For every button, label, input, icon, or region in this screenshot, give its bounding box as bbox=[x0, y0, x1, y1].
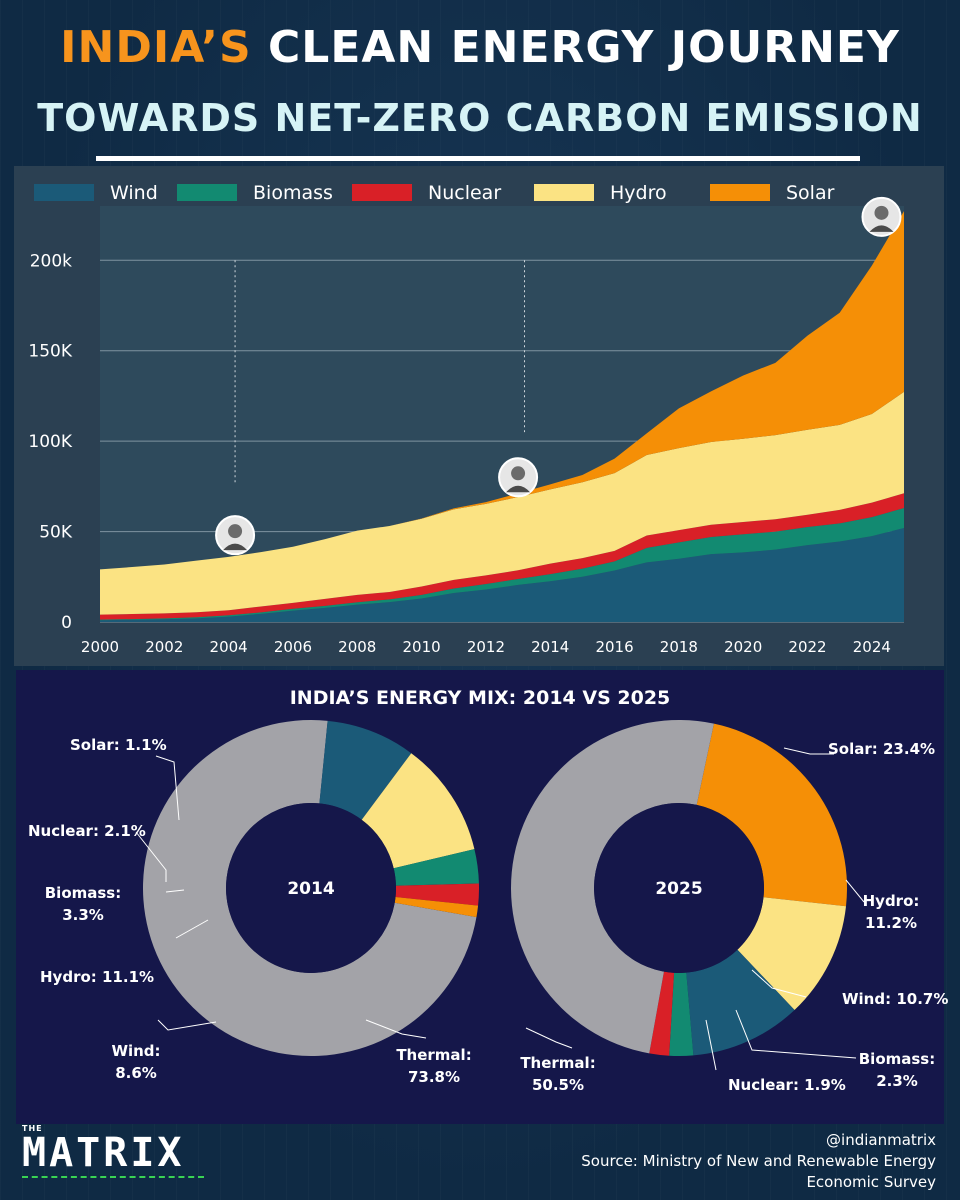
x-tick-label: 2010 bbox=[403, 638, 441, 656]
leader-line bbox=[705, 1019, 717, 1071]
slice-2025-hydro bbox=[737, 897, 847, 1010]
y-tick-label: 50K bbox=[39, 523, 73, 543]
leader-line bbox=[845, 879, 865, 903]
legend-label-solar: Solar bbox=[786, 182, 835, 204]
leader-line bbox=[165, 889, 185, 893]
brand-underline bbox=[22, 1176, 204, 1178]
slice-label-2025-nuclear: Nuclear: 1.9% bbox=[728, 1076, 846, 1094]
leader-line bbox=[751, 969, 807, 998]
credit-handle: @indianmatrix bbox=[826, 1131, 936, 1149]
donut-hole bbox=[226, 803, 396, 973]
slice-label-2014-nuclear: Nuclear: 2.1% bbox=[28, 822, 146, 840]
x-tick-label: 2016 bbox=[595, 638, 633, 656]
x-tick-label: 2006 bbox=[274, 638, 312, 656]
brand-small: THE bbox=[22, 1124, 43, 1133]
area-wind bbox=[100, 527, 904, 622]
slice-2014-wind bbox=[319, 720, 412, 820]
slice-2014-solar bbox=[394, 896, 479, 918]
donut-center-label: 2025 bbox=[655, 879, 702, 899]
slice-2014-hydro bbox=[361, 753, 475, 869]
x-tick-label: 2012 bbox=[467, 638, 505, 656]
legend-swatch-solar bbox=[710, 184, 770, 201]
slice-label-2025-wind: Wind: 10.7% bbox=[842, 990, 949, 1008]
x-tick-label: 2004 bbox=[210, 638, 248, 656]
portrait-avatar bbox=[215, 515, 256, 556]
leader-line bbox=[135, 831, 167, 882]
leader-line bbox=[157, 1019, 217, 1031]
legend-swatch-biomass bbox=[177, 184, 237, 201]
leader-line bbox=[783, 747, 834, 755]
credits: @indianmatrix Source: Ministry of New an… bbox=[581, 1130, 936, 1193]
leader-line bbox=[175, 919, 209, 939]
donut-section-title: INDIA’S ENERGY MIX: 2014 VS 2025 bbox=[290, 687, 671, 709]
page-title: INDIA’S CLEAN ENERGY JOURNEY bbox=[0, 22, 960, 73]
y-tick-label: 200k bbox=[30, 251, 72, 271]
legend-label-nuclear: Nuclear bbox=[428, 182, 501, 204]
slice-label-2025-solar: Solar: 23.4% bbox=[828, 740, 936, 758]
legend-swatch-nuclear bbox=[352, 184, 412, 201]
slice-2014-biomass bbox=[393, 849, 479, 886]
donut-hole bbox=[594, 803, 764, 973]
slice-label-2014-wind: Wind: 8.6% bbox=[111, 1042, 161, 1082]
legend-label-hydro: Hydro bbox=[610, 182, 667, 204]
legend-swatch-wind bbox=[34, 184, 94, 201]
brand-name: MATRIX bbox=[22, 1130, 185, 1176]
slice-2025-nuclear bbox=[649, 971, 675, 1056]
area-solar bbox=[100, 211, 904, 570]
slice-label-2014-solar: Solar: 1.1% bbox=[70, 736, 167, 754]
portrait-avatar bbox=[861, 196, 902, 237]
x-tick-label: 2022 bbox=[788, 638, 826, 656]
leader-line bbox=[525, 1027, 573, 1049]
slice-2025-thermal bbox=[510, 719, 714, 1054]
title-accent: INDIA’S bbox=[60, 22, 252, 73]
page-subtitle: TOWARDS NET-ZERO CARBON EMISSION bbox=[37, 96, 923, 140]
stacked-area-chart: 0 50K 100K 150K 200k 2000 2002 2004 2006 2008 2010… bbox=[28, 182, 904, 656]
slice-2014-thermal bbox=[143, 720, 477, 1056]
y-tick-label: 0 bbox=[61, 613, 72, 633]
slice-label-2025-thermal: Thermal: 50.5% bbox=[520, 1054, 596, 1094]
x-tick-label: 2020 bbox=[724, 638, 762, 656]
x-tick-label: 2024 bbox=[853, 638, 891, 656]
legend-label-biomass: Biomass bbox=[253, 182, 333, 204]
x-tick-label: 2018 bbox=[660, 638, 698, 656]
y-tick-label: 150K bbox=[28, 342, 72, 362]
leader-line bbox=[735, 1009, 857, 1059]
slice-2025-biomass bbox=[669, 972, 694, 1056]
title-rest: CLEAN ENERGY JOURNEY bbox=[267, 22, 900, 73]
donut-charts: INDIA’S ENERGY MIX: 2014 VS 2025 2014 2025 bbox=[135, 687, 865, 1071]
x-tick-label: 2002 bbox=[145, 638, 183, 656]
slice-2025-solar bbox=[696, 723, 847, 907]
legend-swatch-hydro bbox=[534, 184, 594, 201]
title-divider bbox=[96, 156, 860, 161]
slice-label-2014-hydro: Hydro: 11.1% bbox=[40, 968, 155, 986]
credit-source-1: Source: Ministry of New and Renewable En… bbox=[581, 1152, 936, 1170]
donut-center-label: 2014 bbox=[287, 879, 334, 899]
slice-2025-wind bbox=[686, 949, 795, 1056]
credit-source-2: Economic Survey bbox=[806, 1173, 936, 1191]
slice-label-2025-hydro: Hydro: 11.2% bbox=[862, 892, 920, 932]
slice-2014-nuclear bbox=[395, 883, 479, 906]
x-tick-label: 2000 bbox=[81, 638, 119, 656]
y-tick-label: 100K bbox=[28, 432, 72, 452]
slice-label-2014-biomass: Biomass: 3.3% bbox=[44, 884, 122, 924]
leader-line bbox=[365, 1019, 427, 1039]
x-tick-label: 2008 bbox=[338, 638, 376, 656]
leader-line bbox=[155, 755, 180, 821]
x-tick-label: 2014 bbox=[531, 638, 569, 656]
slice-label-2025-biomass: Biomass: 2.3% bbox=[858, 1050, 936, 1090]
portrait-avatar bbox=[498, 457, 539, 498]
area-hydro bbox=[100, 391, 904, 615]
brand-logo: THE MATRIX bbox=[22, 1124, 204, 1178]
legend-label-wind: Wind bbox=[110, 182, 158, 204]
slice-label-2014-thermal: Thermal: 73.8% bbox=[396, 1046, 472, 1086]
